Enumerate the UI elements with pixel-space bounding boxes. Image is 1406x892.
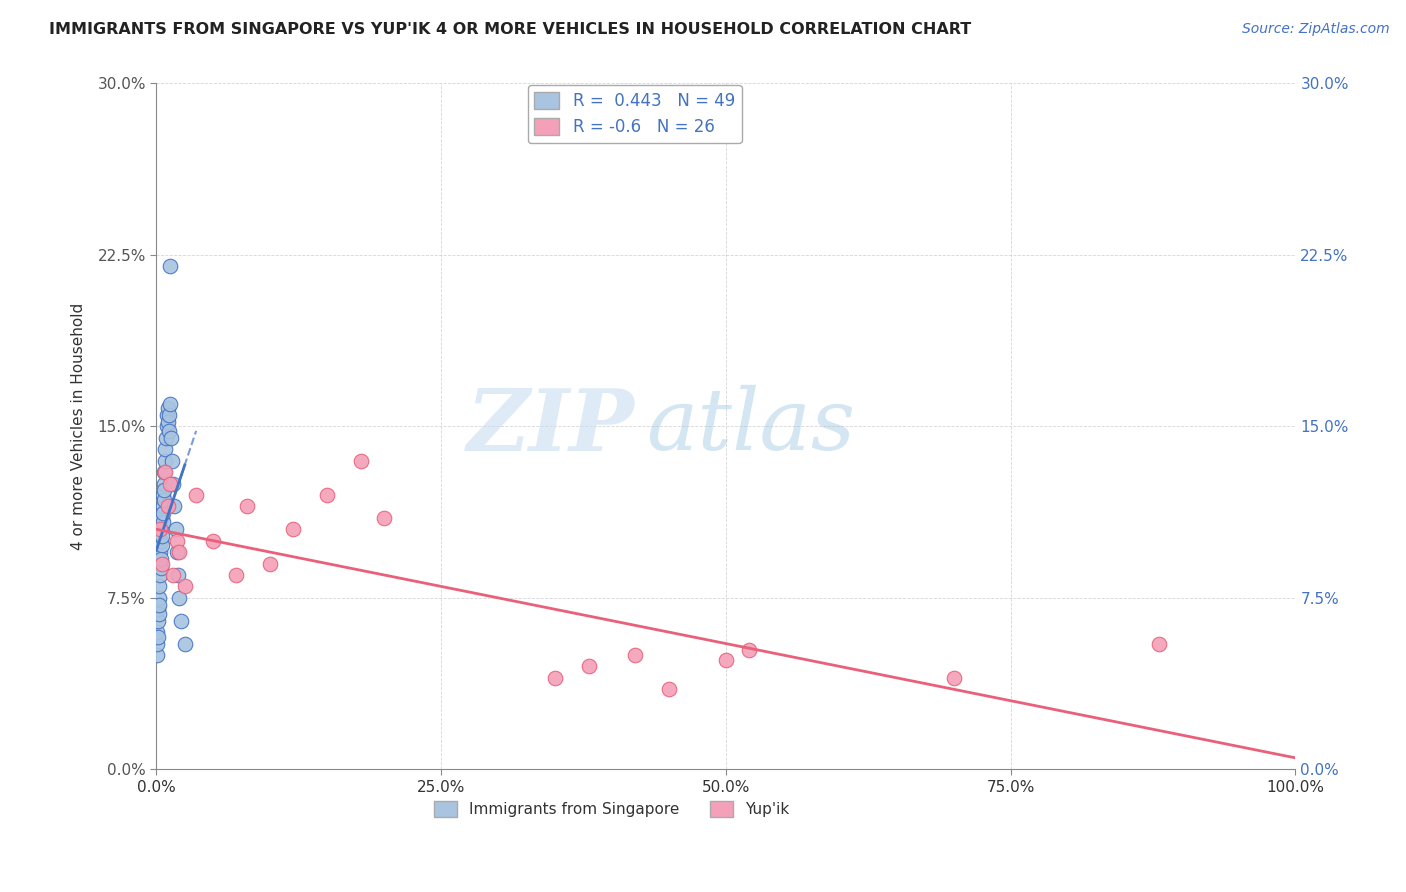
Point — [166, 545, 188, 559]
Point — [202, 533, 225, 548]
Point — [373, 511, 395, 525]
Point — [544, 671, 567, 685]
Point — [149, 533, 172, 548]
Point — [281, 522, 304, 536]
Point — [236, 500, 259, 514]
Point — [155, 419, 177, 434]
Point — [152, 516, 174, 530]
Point — [149, 557, 172, 571]
Point — [155, 442, 177, 457]
Point — [623, 648, 645, 662]
Point — [166, 533, 188, 548]
Point — [152, 506, 174, 520]
Point — [160, 431, 183, 445]
Point — [153, 453, 176, 467]
Point — [167, 591, 190, 605]
Text: Source: ZipAtlas.com: Source: ZipAtlas.com — [1241, 22, 1389, 37]
Point — [714, 652, 737, 666]
Point — [157, 415, 180, 429]
Point — [149, 522, 172, 536]
Text: IMMIGRANTS FROM SINGAPORE VS YUP'IK 4 OR MORE VEHICLES IN HOUSEHOLD CORRELATION : IMMIGRANTS FROM SINGAPORE VS YUP'IK 4 OR… — [49, 22, 972, 37]
Point — [150, 557, 173, 571]
Point — [150, 552, 173, 566]
Legend: Immigrants from Singapore, Yup'ik: Immigrants from Singapore, Yup'ik — [427, 795, 796, 823]
Point — [160, 453, 183, 467]
Point — [152, 488, 174, 502]
Point — [152, 500, 174, 514]
Point — [259, 557, 281, 571]
Point — [162, 568, 184, 582]
Point — [155, 431, 177, 445]
Point — [156, 500, 179, 514]
Text: atlas: atlas — [647, 385, 855, 467]
Point — [578, 659, 600, 673]
Point — [153, 492, 176, 507]
Point — [146, 636, 169, 650]
Point — [150, 538, 173, 552]
Point — [157, 424, 180, 438]
Point — [149, 545, 172, 559]
Y-axis label: 4 or more Vehicles in Household: 4 or more Vehicles in Household — [72, 302, 86, 550]
Point — [149, 561, 172, 575]
Point — [156, 408, 179, 422]
Point — [186, 488, 208, 502]
Point — [156, 401, 179, 415]
Text: ZIP: ZIP — [467, 384, 634, 468]
Point — [146, 630, 169, 644]
Point — [162, 476, 184, 491]
Point — [155, 465, 177, 479]
Point — [942, 671, 965, 685]
Point — [165, 522, 187, 536]
Point — [150, 522, 173, 536]
Point — [159, 476, 181, 491]
Point — [146, 648, 169, 662]
Point — [225, 568, 247, 582]
Point — [167, 568, 190, 582]
Point — [148, 598, 170, 612]
Point — [173, 579, 195, 593]
Point — [148, 579, 170, 593]
Point — [149, 568, 172, 582]
Point — [737, 643, 759, 657]
Point — [146, 625, 169, 640]
Point — [170, 614, 193, 628]
Point — [148, 602, 170, 616]
Point — [658, 682, 681, 697]
Point — [163, 500, 186, 514]
Point — [350, 453, 373, 467]
Point — [1147, 636, 1170, 650]
Point — [150, 511, 173, 525]
Point — [150, 529, 173, 543]
Point — [148, 591, 170, 605]
Point — [148, 607, 170, 621]
Point — [167, 545, 190, 559]
Point — [159, 396, 181, 410]
Point — [153, 483, 176, 498]
Point — [157, 408, 180, 422]
Point — [153, 465, 176, 479]
Point — [159, 260, 181, 274]
Point — [152, 476, 174, 491]
Point — [173, 636, 195, 650]
Point — [316, 488, 339, 502]
Point — [146, 614, 169, 628]
